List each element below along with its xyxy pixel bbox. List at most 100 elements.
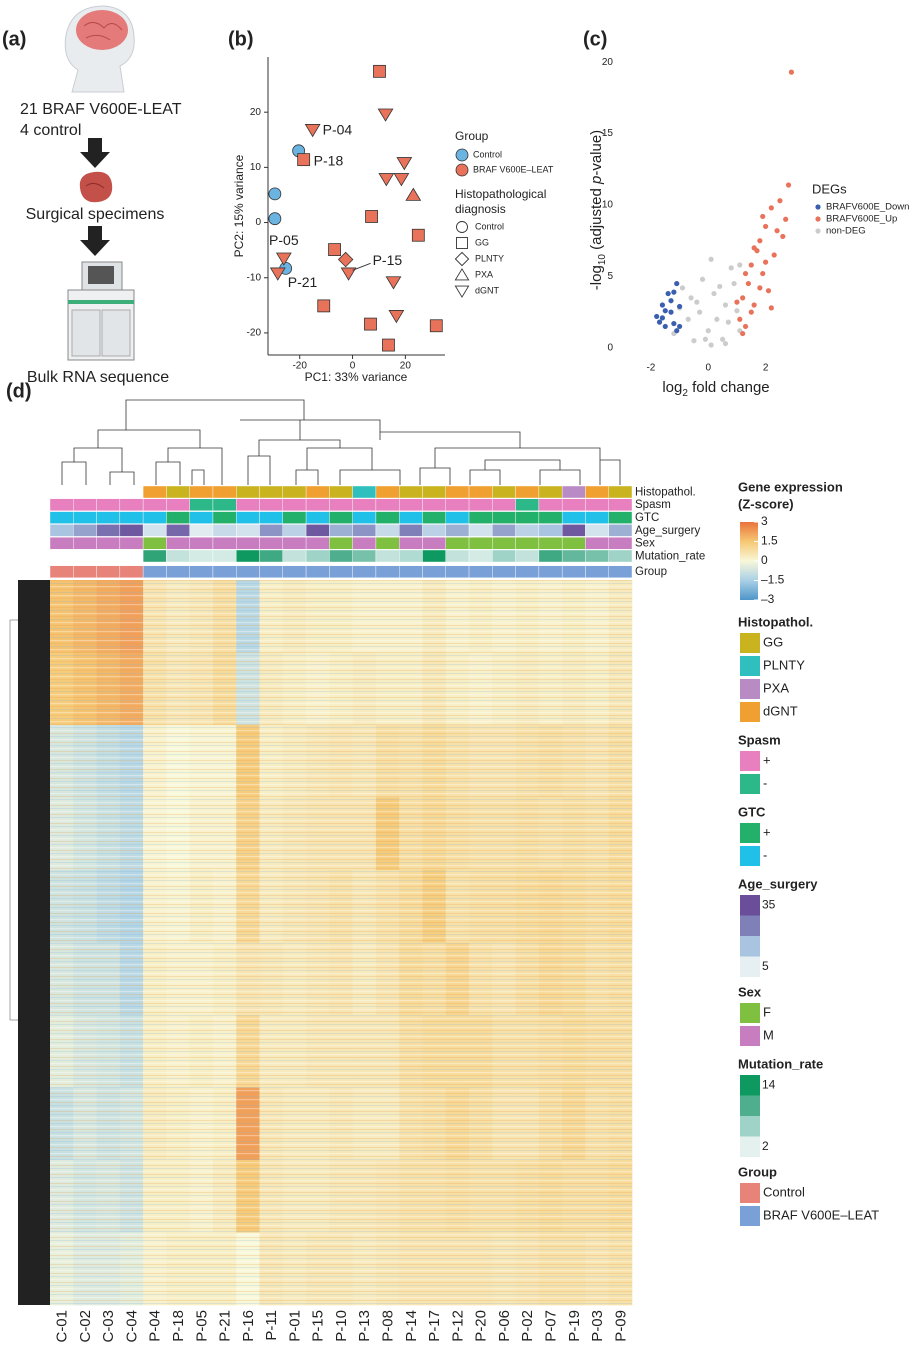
annotation-cell (422, 549, 446, 563)
y-tick-label: 5 (607, 271, 613, 282)
annotation-cell (352, 511, 377, 524)
point (768, 305, 774, 311)
point (679, 285, 686, 291)
annotation-cell (329, 549, 353, 563)
point (385, 276, 402, 290)
point (668, 309, 674, 315)
legend-swatch (740, 633, 760, 653)
annotation-leader (352, 262, 371, 271)
point (745, 280, 752, 287)
point (665, 290, 671, 297)
point (783, 216, 789, 222)
annotation-cell (236, 511, 260, 524)
annotation: P-05 (269, 232, 299, 248)
point (740, 330, 746, 337)
legend-title: Group (455, 129, 489, 143)
column-label: P-02 (519, 1310, 536, 1342)
point (694, 299, 700, 305)
column-label: C-04 (123, 1310, 140, 1343)
point (429, 319, 443, 333)
annotation-cell (561, 524, 586, 537)
annotation-cell (561, 565, 586, 578)
annotation-cell (259, 498, 283, 511)
legend-label: + (763, 752, 771, 767)
point (269, 267, 286, 281)
legend-tick-label: 2 (762, 1139, 769, 1153)
point (737, 262, 743, 268)
point (373, 64, 386, 78)
legend-tick-label: 14 (762, 1077, 776, 1091)
column-label: P-19 (566, 1310, 583, 1342)
annotation: P-21 (288, 274, 318, 290)
annotation-cell (375, 498, 400, 511)
y-tick-label: 0 (255, 217, 261, 228)
legend-label: M (763, 1027, 774, 1042)
annotation-cell (608, 498, 633, 511)
annotation-cell (561, 549, 586, 563)
y-tick-label: 0 (607, 342, 613, 353)
axis-label: log2 fold change (662, 379, 769, 399)
track-label: Sex (635, 538, 655, 550)
point (688, 295, 694, 301)
y-tick-label: -20 (247, 328, 262, 339)
column-label: P-01 (286, 1310, 303, 1342)
annotation-cell (282, 485, 307, 499)
column-label: C-01 (54, 1310, 71, 1343)
annotation-cell (538, 537, 563, 550)
point (702, 336, 709, 342)
legend-label: GG (763, 634, 783, 649)
annotation-cell (96, 511, 121, 524)
colorbar-tick-label: 0 (761, 553, 768, 567)
column-label: P-11 (263, 1310, 280, 1341)
workflow-icons (64, 5, 135, 361)
annotation-cell (492, 498, 516, 511)
point (697, 309, 703, 315)
legend-swatch (740, 1026, 760, 1046)
annotation-cell (375, 537, 400, 550)
legend-title: (Z-score) (738, 496, 794, 511)
point (405, 187, 422, 201)
track-label: Mutation_rate (635, 550, 705, 562)
point (699, 276, 706, 282)
legend-label: Control (473, 149, 502, 159)
annotation-cell (608, 537, 633, 550)
axis-label-part: log (662, 379, 682, 396)
annotation-cell (73, 565, 97, 578)
column-label: P-05 (193, 1310, 210, 1342)
legend-swatch (740, 774, 760, 794)
annotation-cell (492, 524, 516, 537)
annotation-cell (305, 524, 330, 537)
annotation-cell (352, 549, 377, 563)
annotation-cell (561, 498, 586, 511)
annotation-cell (259, 565, 283, 578)
annotation-cell (236, 524, 260, 537)
annotation-cell (329, 485, 353, 499)
point (742, 270, 749, 277)
heatmap-texture (50, 580, 632, 1305)
annotation-cell (445, 511, 470, 524)
panel-label: (c) (583, 28, 607, 50)
point (708, 256, 714, 262)
legend-swatch (740, 915, 760, 936)
annotation-cell (585, 485, 609, 499)
point (378, 173, 395, 187)
annotation-cell (189, 565, 214, 578)
point (708, 342, 714, 348)
annotation-cell (538, 511, 563, 524)
y-axis-label: PC2: 15% variance (232, 154, 246, 257)
annotation-cell (515, 485, 540, 499)
legend-swatch (740, 956, 760, 977)
legend-label: Control (763, 1184, 805, 1199)
annotation-cell (492, 549, 516, 563)
point (662, 323, 668, 330)
point (785, 182, 792, 188)
workflow-text: 4 control (20, 122, 81, 139)
column-label: P-20 (473, 1310, 490, 1342)
column-label: P-08 (380, 1310, 397, 1342)
legend-tick-label: 35 (762, 897, 776, 911)
point (659, 302, 666, 308)
legend-title: Mutation_rate (738, 1056, 823, 1071)
point (737, 316, 743, 322)
annotation-cell (538, 498, 563, 511)
